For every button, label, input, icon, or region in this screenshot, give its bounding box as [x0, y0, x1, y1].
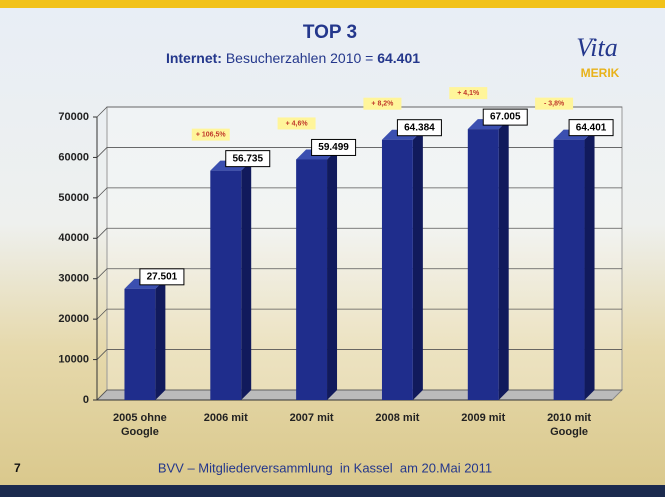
bar-front — [554, 140, 585, 400]
y-tick-label: 10000 — [58, 353, 89, 365]
x-tick-line: 2005 ohne — [113, 412, 167, 424]
bar-front — [124, 289, 155, 400]
subtitle: Internet: Besucherzahlen 2010 = 64.401 — [166, 50, 420, 66]
x-tick-line: 2006 mit — [204, 412, 248, 424]
x-tick-line: Google — [121, 426, 159, 438]
bar-side — [327, 149, 337, 400]
bar — [124, 279, 165, 400]
y-tick-label: 60000 — [58, 151, 89, 163]
bar — [468, 119, 509, 400]
value-label: 64.384 — [404, 122, 435, 133]
logo-line1: Vita — [576, 33, 617, 62]
x-tick-line: 2010 mit — [547, 412, 591, 424]
value-label: 67.005 — [490, 112, 521, 123]
chart-title: TOP 3 — [303, 22, 357, 43]
subtitle-text: Besucherzahlen 2010 = — [226, 50, 374, 66]
subtitle-lead: Internet: — [166, 50, 222, 66]
x-tick-line: 2008 mit — [375, 412, 419, 424]
x-tick-label: 2009 mit — [461, 412, 505, 424]
y-tick-label: 30000 — [58, 273, 89, 285]
value-label: 64.401 — [576, 122, 607, 133]
bottom-band — [0, 485, 665, 497]
bar — [382, 130, 423, 400]
x-tick-line: 2009 mit — [461, 412, 505, 424]
y-tick-label: 40000 — [58, 232, 89, 244]
bar-side — [499, 119, 509, 400]
bar — [296, 149, 337, 400]
annotation: - 3,8% — [544, 100, 565, 107]
bar-side — [585, 130, 595, 400]
y-tick-label: 0 — [83, 394, 89, 406]
logo-line2: MERIK — [581, 66, 620, 80]
value-label: 59.499 — [318, 142, 349, 153]
annotation: + 4,1% — [457, 90, 480, 97]
bar-front — [210, 171, 241, 400]
bar-front — [296, 159, 327, 400]
annotation: + 4,6% — [286, 120, 309, 127]
bar-side — [155, 279, 165, 400]
bar-side — [241, 161, 251, 400]
footer-text: BVV – Mitgliederversammlung in Kassel am… — [158, 460, 492, 475]
bar-front — [468, 129, 499, 400]
plot-floor — [97, 390, 622, 400]
page-number: 7 — [14, 461, 21, 475]
y-tick-label: 20000 — [58, 313, 89, 325]
value-label: 27.501 — [147, 271, 178, 282]
value-label: 56.735 — [232, 153, 263, 164]
x-tick-label: 2007 mit — [290, 412, 334, 424]
subtitle-value: 64.401 — [377, 50, 420, 66]
bar-side — [413, 130, 423, 400]
slide: TOP 3 Internet: Besucherzahlen 2010 = 64… — [0, 0, 665, 497]
y-tick-label: 70000 — [58, 111, 89, 123]
annotation: + 8,2% — [371, 101, 394, 108]
x-tick-line: 2007 mit — [290, 412, 334, 424]
bar — [554, 130, 595, 400]
x-tick-label: 2008 mit — [375, 412, 419, 424]
plot-wall — [107, 107, 622, 390]
x-tick-label: 2006 mit — [204, 412, 248, 424]
y-tick-label: 50000 — [58, 192, 89, 204]
top-band — [0, 0, 665, 8]
bar — [210, 161, 251, 400]
annotation: + 106,5% — [196, 131, 227, 138]
bar-front — [382, 140, 413, 400]
x-tick-line: Google — [550, 426, 588, 438]
